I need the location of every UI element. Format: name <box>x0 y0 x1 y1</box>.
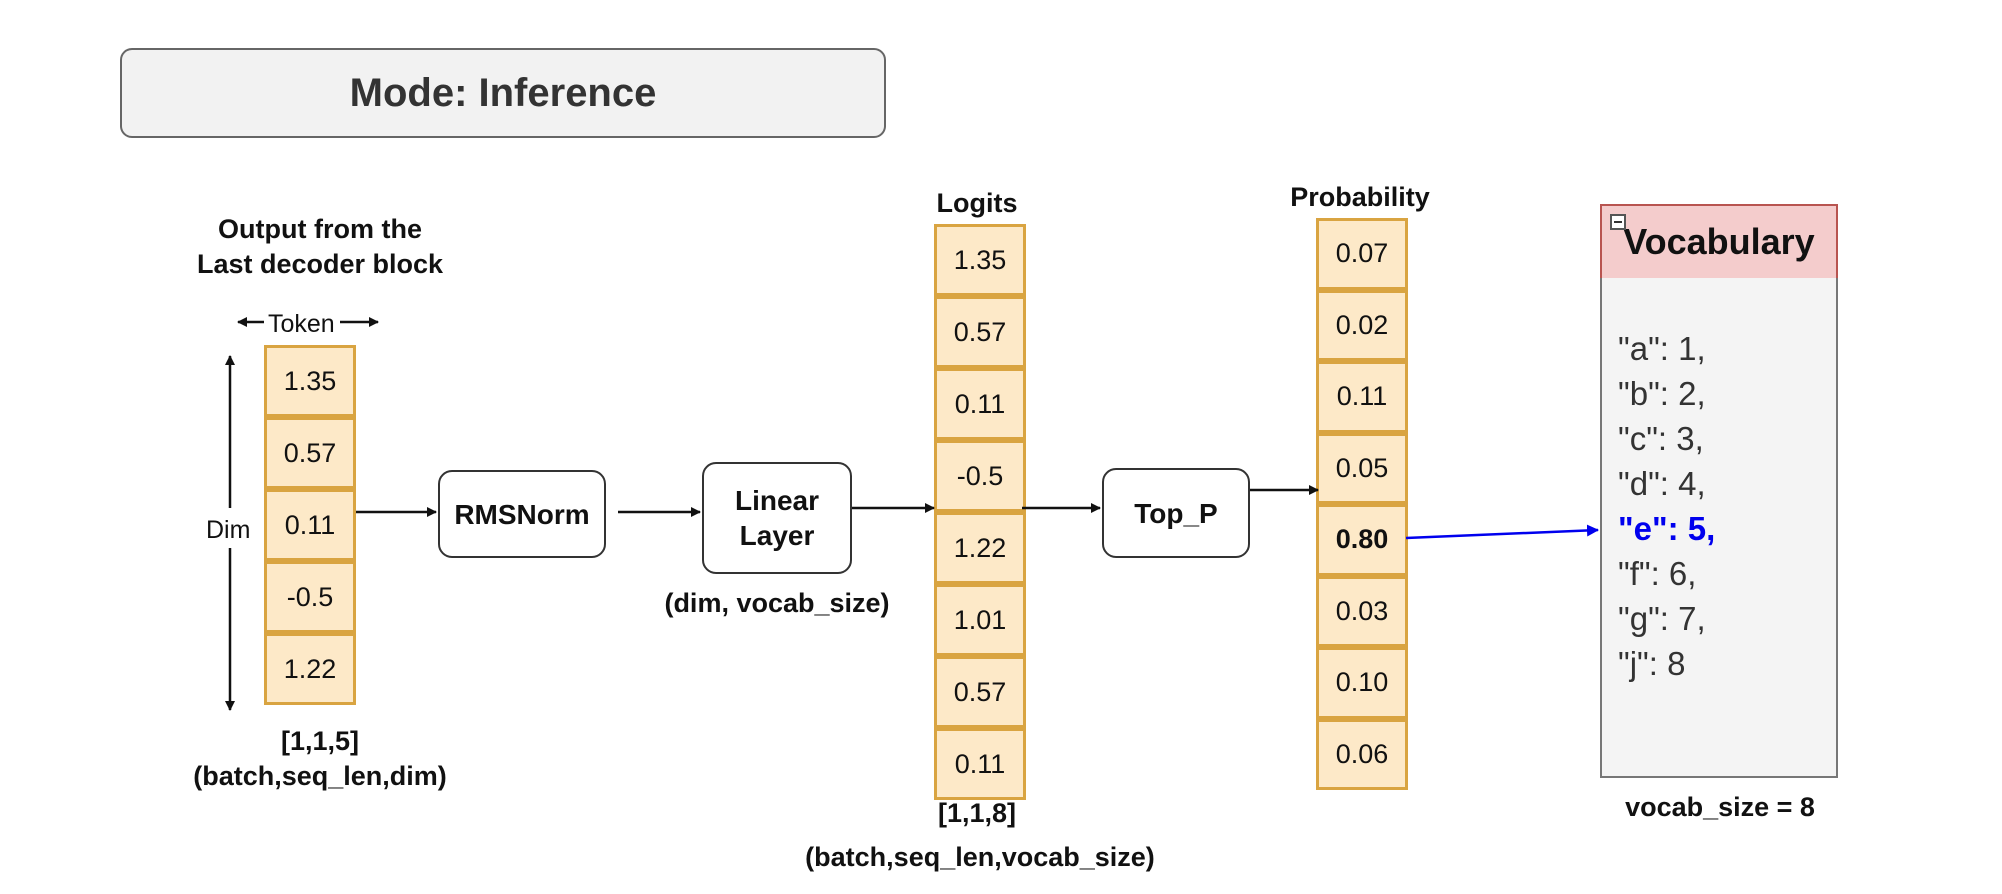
logits-shape: [1,1,8] <box>937 798 1017 828</box>
input-title: Output from the Last decoder block <box>160 212 480 282</box>
vocab-entry: "d": 4, <box>1618 465 1706 502</box>
input-shape-desc: (batch,seq_len,dim) <box>193 761 447 792</box>
top-p-block: Top_P <box>1102 468 1250 558</box>
vocabulary-list: "a": 1, "b": 2, "c": 3, "d": 4, "e": 5, "f": … <box>1600 278 1838 778</box>
logits-title: Logits <box>936 188 1018 218</box>
logit-cell: 0.11 <box>934 728 1026 800</box>
vocab-entry: "b": 2, <box>1618 375 1706 412</box>
logit-cell: 0.57 <box>934 656 1026 728</box>
logit-cell: 1.01 <box>934 584 1026 656</box>
input-shape-dims: [1,1,5] <box>280 726 360 756</box>
probability-cell: 0.02 <box>1316 289 1408 361</box>
input-cell: -0.5 <box>264 561 356 633</box>
logit-cell: 0.11 <box>934 368 1026 440</box>
probability-cell: 0.07 <box>1316 218 1408 290</box>
linear-shape: (dim, vocab_size) <box>664 588 890 618</box>
dim-label: Dim <box>206 516 251 544</box>
rmsnorm-label: RMSNorm <box>454 498 590 530</box>
linear-layer-block: Linear Layer <box>702 462 852 574</box>
probability-cell: 0.10 <box>1316 647 1408 719</box>
input-cell: 1.35 <box>264 345 356 417</box>
vocab-entry: "j": 8 <box>1618 645 1686 682</box>
logit-cell: 0.57 <box>934 296 1026 368</box>
probability-title: Probability <box>1290 182 1430 212</box>
probability-cell: 0.11 <box>1316 361 1408 433</box>
probability-cell: 0.80 <box>1316 504 1408 576</box>
vocab-entry-selected: "e": 5, <box>1618 510 1716 547</box>
linear-label-line1: Linear <box>734 485 820 516</box>
collapse-icon[interactable] <box>1610 214 1626 230</box>
vocab-entry: "a": 1, <box>1618 330 1706 367</box>
logits-shape-desc: (batch,seq_len,vocab_size) <box>805 842 1155 872</box>
logit-cell: 1.35 <box>934 224 1026 296</box>
logit-cell: 1.22 <box>934 512 1026 584</box>
logit-cell: -0.5 <box>934 440 1026 512</box>
vocab-entry: "f": 6, <box>1618 555 1697 592</box>
probability-cell: 0.03 <box>1316 575 1408 647</box>
mode-label: Mode: Inference <box>349 70 657 115</box>
vocab-entry: "c": 3, <box>1618 420 1704 457</box>
linear-label-line2: Layer <box>739 520 815 551</box>
rmsnorm-block: RMSNorm <box>438 470 606 558</box>
input-shape: [1,1,5] (batch,seq_len,dim) <box>160 724 480 794</box>
vocabulary-title: Vocabulary <box>1623 221 1815 262</box>
input-cell: 0.57 <box>264 417 356 489</box>
vocab-entry: "g": 7, <box>1618 600 1706 637</box>
probability-cell: 0.05 <box>1316 432 1408 504</box>
vocab-size-label: vocab_size = 8 <box>1625 792 1815 822</box>
input-title-line1: Output from the <box>218 214 422 244</box>
input-title-line2: Last decoder block <box>196 249 444 280</box>
arrow-probability-to-vocab <box>1405 524 1599 540</box>
input-cell: 0.11 <box>264 489 356 561</box>
mode-banner: Mode: Inference <box>120 48 886 138</box>
vocabulary-header: Vocabulary <box>1600 204 1838 280</box>
input-cell: 1.22 <box>264 633 356 705</box>
token-label: Token <box>268 310 335 338</box>
probability-cell: 0.06 <box>1316 718 1408 790</box>
top-p-label: Top_P <box>1134 497 1218 529</box>
